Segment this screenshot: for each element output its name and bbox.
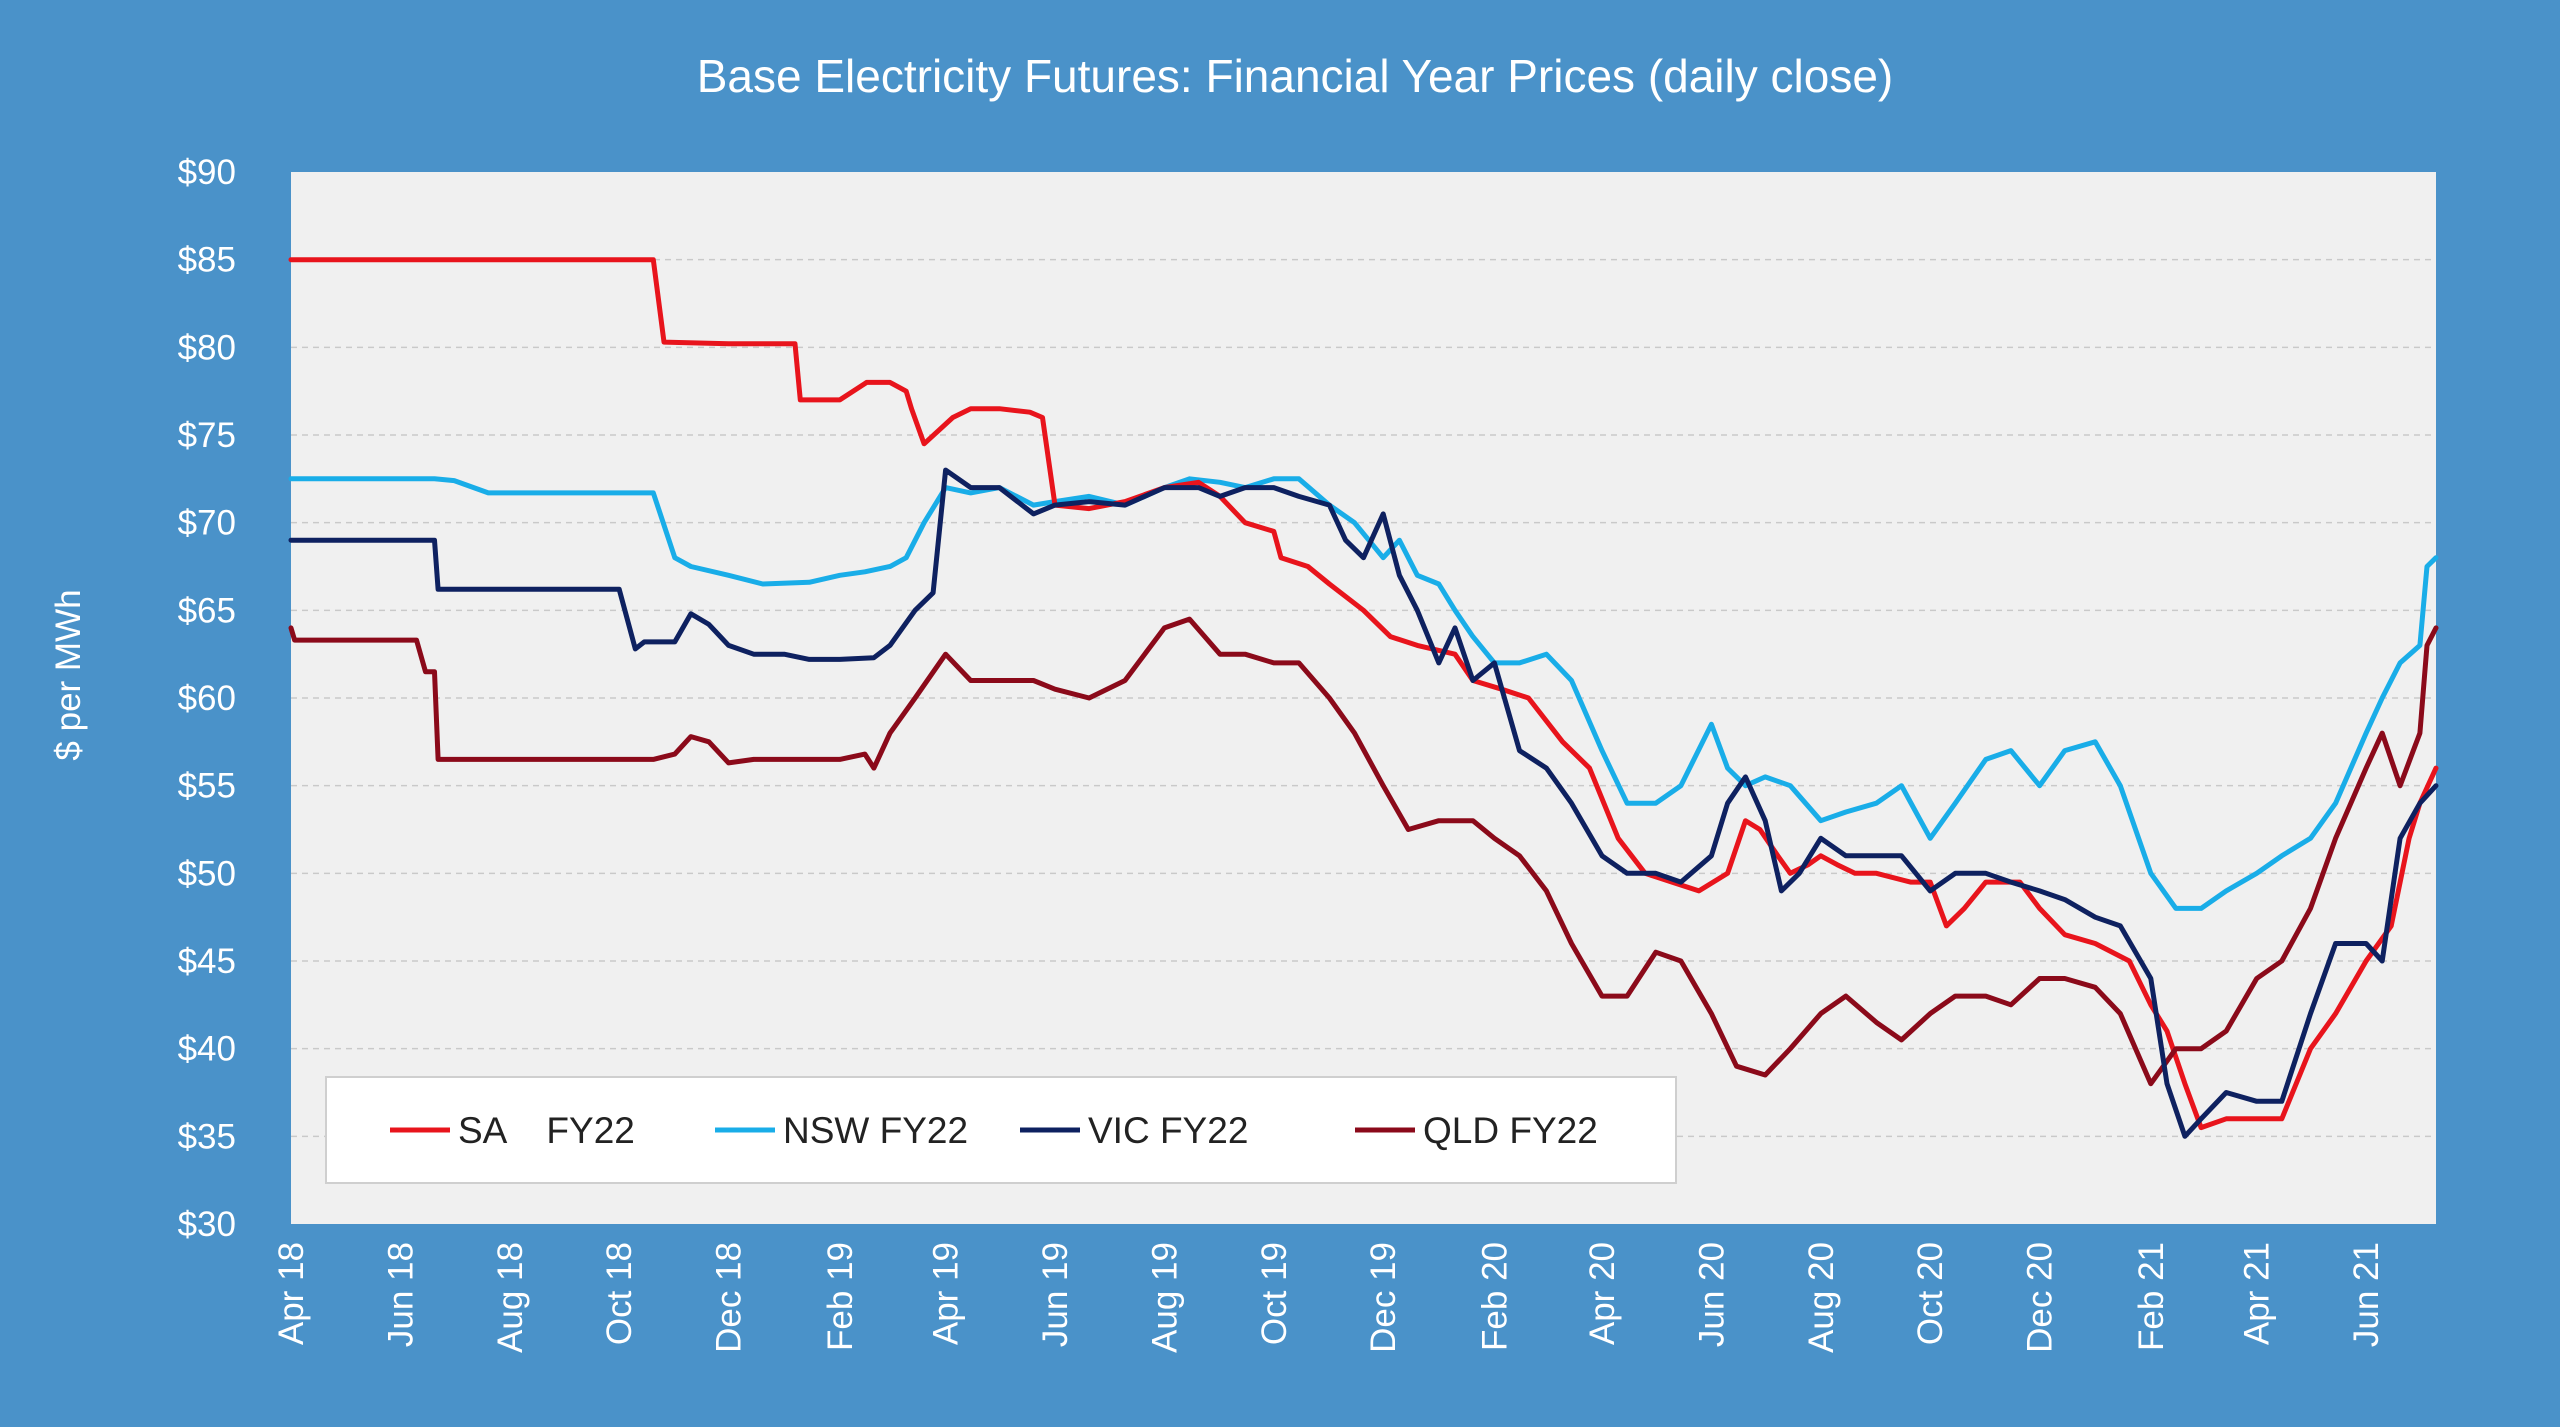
x-tick-label: Feb 20 <box>1475 1242 1514 1351</box>
legend: SA FY22 NSW FY22 VIC FY22 QLD FY22 <box>325 1076 1677 1184</box>
y-tick-label: $50 <box>178 854 236 893</box>
series-line-vic <box>288 467 2439 1139</box>
x-tick-label: Dec 19 <box>1364 1242 1403 1353</box>
y-tick-label: $55 <box>178 767 236 806</box>
series-group <box>288 257 2439 1139</box>
y-tick-label: $75 <box>178 416 236 455</box>
y-axis: $30 $35 $40 $45 $50 $55 $60 $65 $70 $75 $80 $85 $90 <box>178 153 236 1244</box>
x-tick-label: Jun 19 <box>1036 1242 1075 1347</box>
series-line-sa <box>288 257 2439 1131</box>
chart-title: Base Electricity Futures: Financial Year… <box>697 50 1893 102</box>
x-tick-label: Jun 21 <box>2347 1242 2386 1347</box>
x-tick-label: Oct 19 <box>1255 1242 1294 1345</box>
x-tick-label: Feb 21 <box>2132 1242 2171 1351</box>
x-tick-label: Aug 20 <box>1802 1242 1841 1353</box>
y-tick-label: $30 <box>178 1205 236 1244</box>
series-line-nsw <box>288 476 2439 911</box>
y-tick-label: $45 <box>178 942 236 981</box>
legend-box <box>325 1076 1677 1184</box>
x-axis: Apr 18 Jun 18 Aug 18 Oct 18 Dec 18 Feb 19 Apr … <box>272 1242 2386 1353</box>
x-tick-label: Jun 20 <box>1692 1242 1731 1347</box>
y-tick-label: $80 <box>178 328 236 367</box>
y-tick-label: $60 <box>178 679 236 718</box>
gridlines <box>291 258 2436 1138</box>
y-tick-label: $85 <box>178 241 236 280</box>
y-tick-label: $70 <box>178 504 236 543</box>
x-tick-label: Oct 18 <box>600 1242 639 1345</box>
x-tick-label: Oct 20 <box>1911 1242 1950 1345</box>
x-tick-label: Aug 19 <box>1145 1242 1184 1353</box>
x-tick-label: Dec 20 <box>2021 1242 2060 1353</box>
y-tick-label: $40 <box>178 1030 236 1069</box>
y-axis-label: $ per MWh <box>49 589 88 760</box>
legend-label-sa: SA FY22 <box>458 1110 635 1151</box>
legend-label-vic: VIC FY22 <box>1088 1110 1248 1151</box>
x-tick-label: Aug 18 <box>491 1242 530 1353</box>
y-tick-label: $90 <box>178 153 236 192</box>
legend-label-qld: QLD FY22 <box>1423 1110 1598 1151</box>
x-tick-label: Jun 18 <box>381 1242 420 1347</box>
x-tick-label: Apr 18 <box>272 1242 311 1345</box>
y-tick-label: $35 <box>178 1117 236 1156</box>
x-tick-label: Apr 19 <box>927 1242 966 1345</box>
x-tick-label: Apr 21 <box>2238 1242 2277 1345</box>
x-tick-label: Dec 18 <box>710 1242 749 1353</box>
x-tick-label: Apr 20 <box>1583 1242 1622 1345</box>
x-tick-label: Feb 19 <box>821 1242 860 1351</box>
legend-label-nsw: NSW FY22 <box>783 1110 968 1151</box>
y-tick-label: $65 <box>178 591 236 630</box>
